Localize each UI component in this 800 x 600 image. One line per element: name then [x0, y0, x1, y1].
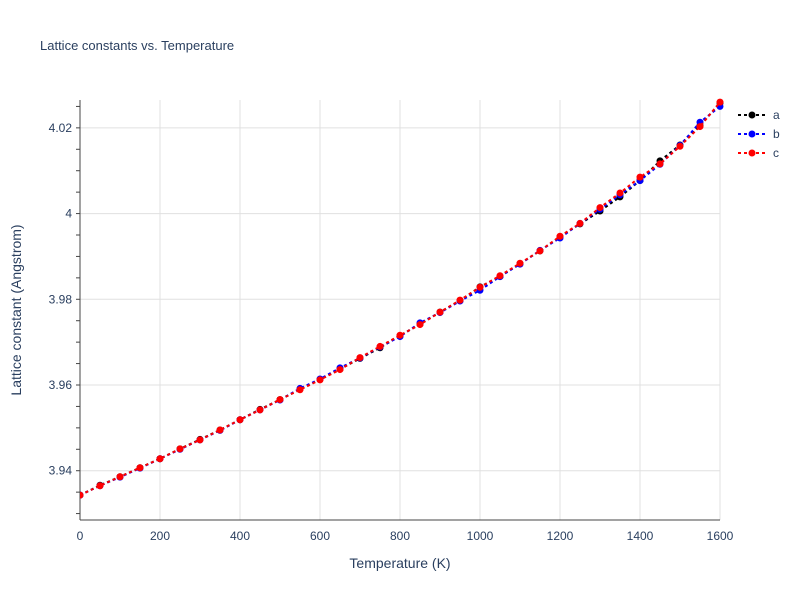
data-point-c [136, 464, 144, 472]
y-tick-label: 4.02 [49, 121, 73, 135]
data-point-c [516, 259, 524, 267]
data-point-c [96, 482, 104, 490]
data-point-c [576, 219, 584, 227]
y-axis-title: Lattice constant (Angstrom) [8, 224, 24, 395]
x-tick-label: 600 [310, 529, 330, 543]
data-point-c [496, 272, 504, 280]
x-tick-label: 200 [150, 529, 170, 543]
data-point-c [676, 142, 684, 150]
data-point-c [276, 396, 284, 404]
y-tick-label: 4 [65, 207, 72, 221]
x-tick-label: 1200 [547, 529, 574, 543]
legend-item-a[interactable]: a [738, 108, 780, 122]
data-point-c [336, 366, 344, 374]
series-c [80, 98, 724, 499]
y-tick-label: 3.96 [49, 378, 73, 392]
data-point-c [116, 473, 124, 481]
data-point-c [696, 123, 704, 131]
data-point-c [236, 416, 244, 424]
x-tick-label: 0 [77, 529, 84, 543]
data-point-c [436, 308, 444, 316]
data-point-c [156, 455, 164, 463]
data-point-c [416, 321, 424, 329]
x-tick-label: 1400 [627, 529, 654, 543]
x-axis-title: Temperature (K) [349, 555, 450, 571]
legend-marker-b [748, 130, 756, 138]
data-point-c [636, 173, 644, 181]
y-tick-label: 3.94 [49, 464, 73, 478]
data-point-c [596, 204, 604, 212]
data-point-c [316, 376, 324, 384]
legend-item-b[interactable]: b [738, 127, 780, 141]
axes [76, 100, 720, 521]
legend-label-c: c [773, 146, 779, 160]
data-point-c [716, 98, 724, 106]
legend-marker-c [748, 149, 756, 157]
data-point-c [356, 354, 364, 362]
legend-label-b: b [773, 127, 780, 141]
data-point-c [556, 232, 564, 240]
legend-marker-a [748, 111, 756, 119]
data-point-c [376, 342, 384, 350]
x-tick-label: 1000 [467, 529, 494, 543]
legend[interactable]: abc [738, 108, 780, 160]
data-point-c [456, 296, 464, 304]
data-point-c [536, 247, 544, 255]
data-point-c [216, 426, 224, 434]
data-point-c [196, 436, 204, 444]
grid [80, 100, 721, 520]
x-tick-label: 1600 [707, 529, 734, 543]
legend-item-c[interactable]: c [738, 146, 779, 160]
x-tick-label: 400 [230, 529, 250, 543]
series-layer [80, 98, 724, 499]
data-point-c [296, 386, 304, 394]
data-point-c [80, 491, 84, 499]
tick-labels: 0 200 400 600 800 1000 1200 1400 1600 3.94 3.96 3.9… [49, 121, 734, 543]
data-point-c [396, 331, 404, 339]
data-point-c [656, 160, 664, 168]
data-point-c [176, 445, 184, 453]
data-point-c [256, 406, 264, 414]
x-tick-label: 800 [390, 529, 410, 543]
chart-title: Lattice constants vs. Temperature [40, 38, 234, 53]
y-tick-label: 3.98 [49, 292, 73, 306]
data-point-c [476, 283, 484, 291]
data-point-c [616, 189, 624, 197]
legend-label-a: a [773, 108, 780, 122]
